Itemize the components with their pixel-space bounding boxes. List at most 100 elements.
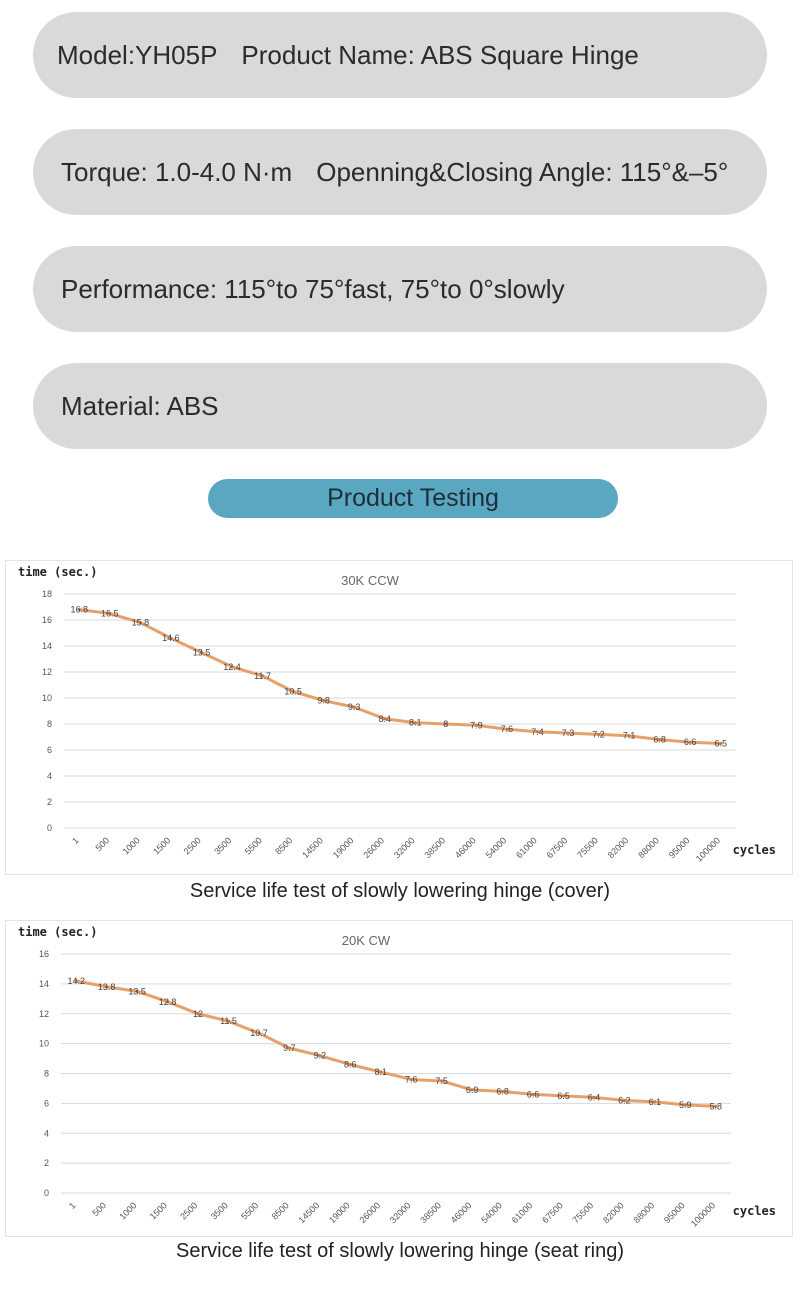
data-label: 8.6 xyxy=(344,1060,357,1070)
data-point xyxy=(719,742,723,745)
section-title: Product Testing xyxy=(327,484,499,512)
data-point xyxy=(470,1088,474,1092)
x-tick-label: 1500 xyxy=(148,1200,169,1221)
chart-seat-ring-caption: Service life test of slowly lowering hin… xyxy=(176,1240,624,1262)
data-label: 6.9 xyxy=(466,1085,479,1095)
x-tick-label: 67500 xyxy=(540,1200,565,1225)
data-point xyxy=(291,690,295,693)
data-point xyxy=(261,674,265,678)
data-label: 8 xyxy=(443,719,448,729)
data-point xyxy=(627,734,631,738)
section-title-banner: Product Testing xyxy=(208,479,618,518)
data-label: 7.3 xyxy=(562,728,575,738)
data-point xyxy=(714,1104,718,1108)
product-name-text: Product Name: ABS Square Hinge xyxy=(241,39,639,70)
data-label: 8.1 xyxy=(409,718,422,728)
y-tick-label: 8 xyxy=(44,1069,49,1079)
data-label: 8.4 xyxy=(378,714,391,724)
x-tick-label: 61000 xyxy=(514,835,539,860)
x-tick-label: 46000 xyxy=(449,1200,474,1225)
data-point xyxy=(597,732,601,736)
y-tick-label: 14 xyxy=(42,641,52,651)
data-label: 6.1 xyxy=(649,1097,662,1107)
x-tick-label: 3500 xyxy=(209,1200,230,1221)
data-label: 7.5 xyxy=(435,1076,448,1086)
data-label: 16.8 xyxy=(71,605,89,615)
x-tick-label: 95000 xyxy=(667,835,692,860)
data-point xyxy=(379,1070,383,1074)
data-label: 11.5 xyxy=(220,1016,237,1026)
x-tick-label: 1 xyxy=(70,835,81,846)
data-point xyxy=(592,1095,596,1099)
y-tick-label: 8 xyxy=(47,719,52,729)
data-series-line xyxy=(74,979,718,1108)
y-tick-label: 2 xyxy=(47,797,52,807)
y-tick-label: 0 xyxy=(44,1188,49,1198)
data-point xyxy=(535,730,539,734)
material-text: Material: ABS xyxy=(61,390,219,421)
spec-pill-model: Model:YH05P Product Name: ABS Square Hin… xyxy=(33,12,767,98)
data-label: 7.6 xyxy=(405,1074,418,1084)
data-point xyxy=(199,651,203,654)
x-tick-label: 3500 xyxy=(212,835,233,856)
data-point xyxy=(505,727,509,731)
data-label: 6.5 xyxy=(557,1091,570,1101)
data-label: 6.5 xyxy=(714,739,727,749)
y-tick-label: 12 xyxy=(42,667,52,677)
x-tick-label: 82000 xyxy=(601,1200,626,1225)
x-tick-label: 75500 xyxy=(575,835,600,860)
x-tick-label: 19000 xyxy=(331,835,356,860)
data-label: 16.5 xyxy=(101,609,119,619)
data-point xyxy=(562,1094,565,1098)
data-point xyxy=(440,1079,444,1083)
data-label: 7.9 xyxy=(470,720,483,730)
data-point xyxy=(352,705,356,709)
data-label: 5.9 xyxy=(679,1100,692,1110)
data-point xyxy=(230,665,234,669)
x-tick-label: 26000 xyxy=(357,1200,382,1225)
x-tick-label: 500 xyxy=(90,1200,108,1218)
data-label: 6.4 xyxy=(588,1092,601,1102)
x-tick-label: 14500 xyxy=(300,835,325,860)
data-point xyxy=(287,1046,291,1050)
data-point xyxy=(383,717,387,721)
x-tick-label: 26000 xyxy=(361,835,386,860)
x-tick-label: 88000 xyxy=(632,1200,657,1225)
x-tick-label: 32000 xyxy=(392,835,417,860)
data-label: 8.1 xyxy=(375,1067,388,1077)
data-label: 12.4 xyxy=(223,662,241,672)
data-label: 6.2 xyxy=(618,1095,631,1105)
data-point xyxy=(257,1031,261,1035)
data-point xyxy=(658,738,662,742)
data-label: 14.2 xyxy=(67,976,85,986)
x-tick-label: 1000 xyxy=(121,835,142,856)
data-point xyxy=(501,1089,505,1093)
data-point xyxy=(683,1103,687,1107)
x-tick-label: 75500 xyxy=(571,1200,596,1225)
data-point xyxy=(322,699,326,703)
data-label: 15.8 xyxy=(132,618,150,628)
data-point xyxy=(196,1012,200,1016)
data-label: 9.8 xyxy=(317,696,330,706)
torque-text: Torque: 1.0-4.0 N·m xyxy=(61,156,293,187)
data-point xyxy=(318,1054,322,1058)
data-label: 6.6 xyxy=(527,1089,540,1099)
x-tick-label: 1000 xyxy=(117,1200,138,1221)
y-tick-label: 10 xyxy=(39,1039,49,1049)
data-label: 12.8 xyxy=(159,997,177,1007)
x-tick-label: 46000 xyxy=(453,835,478,860)
y-tick-label: 6 xyxy=(44,1098,49,1108)
angle-text: Openning&Closing Angle: 115°&–5° xyxy=(316,156,729,187)
y-tick-label: 12 xyxy=(39,1009,49,1019)
data-label: 7.6 xyxy=(501,724,514,734)
x-axis-label: cycles xyxy=(733,843,776,857)
data-label: 13.8 xyxy=(98,982,116,992)
y-axis-label: time (sec.) xyxy=(18,925,97,939)
y-tick-label: 2 xyxy=(44,1158,49,1168)
data-point xyxy=(169,636,173,640)
x-tick-label: 54000 xyxy=(479,1200,504,1225)
x-tick-label: 54000 xyxy=(484,835,509,860)
y-tick-label: 14 xyxy=(39,979,49,989)
data-label: 10.7 xyxy=(250,1028,268,1038)
data-point xyxy=(138,621,142,625)
